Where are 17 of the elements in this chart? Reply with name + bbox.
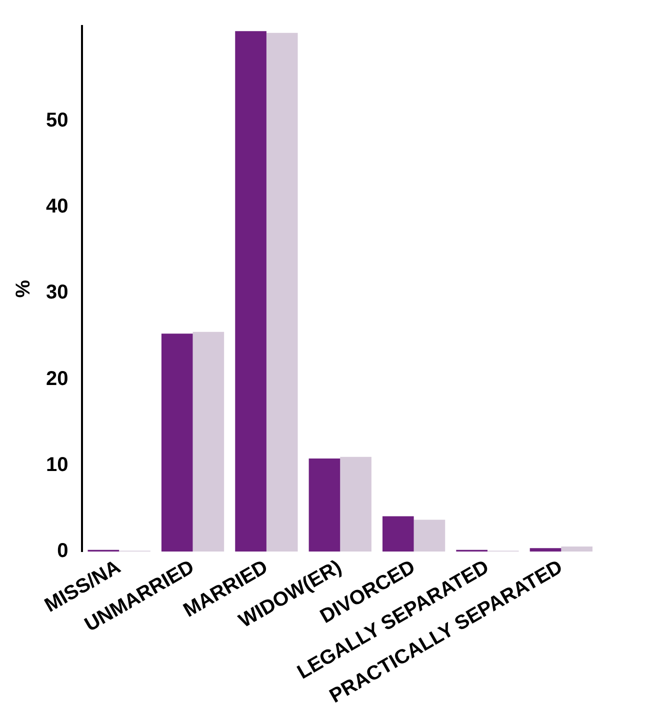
y-axis-title: % [12, 280, 35, 298]
bar [308, 458, 340, 552]
bar [340, 456, 372, 552]
bar [192, 332, 224, 552]
bar [530, 548, 562, 552]
bar [561, 546, 592, 552]
y-tick-label: 30 [46, 282, 68, 304]
y-tick-label: 0 [57, 540, 68, 562]
bar [382, 516, 414, 552]
y-tick-label: 20 [46, 368, 68, 390]
y-tick-label: 10 [46, 454, 68, 476]
bar [235, 31, 266, 552]
y-tick-label: 50 [46, 109, 68, 132]
y-tick-label: 40 [46, 195, 68, 218]
bar [161, 334, 193, 552]
bar [414, 520, 446, 552]
bar [266, 32, 298, 552]
